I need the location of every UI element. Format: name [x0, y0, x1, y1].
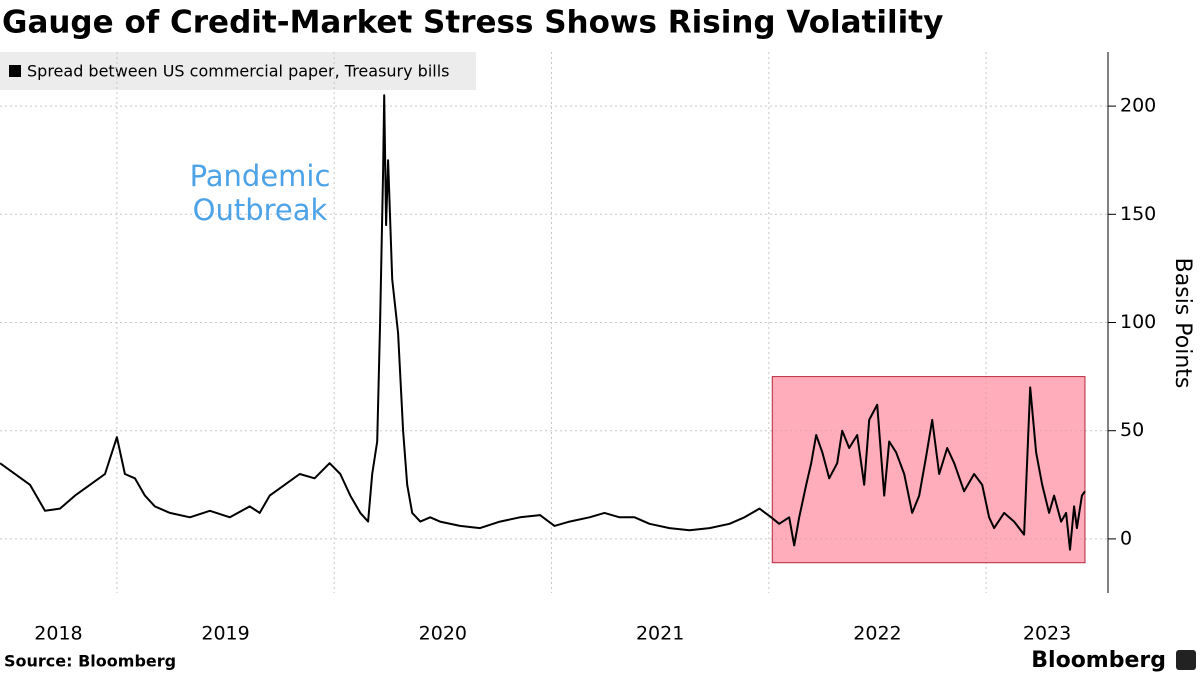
y-axis-label: Basis Points	[1170, 258, 1195, 389]
brand-icon	[1176, 650, 1196, 670]
legend-label: Spread between US commercial paper, Trea…	[27, 62, 450, 81]
y-tick-label: 50	[1120, 419, 1144, 441]
x-tick-label: 2022	[853, 623, 901, 645]
x-tick-label: 2019	[201, 623, 249, 645]
legend-swatch	[9, 65, 21, 77]
x-tick-label: 2020	[419, 623, 467, 645]
x-tick-label: 2023	[1023, 623, 1071, 645]
annotation: Outbreak	[193, 193, 328, 227]
source: Source: Bloomberg	[4, 652, 176, 671]
y-tick-label: 150	[1120, 203, 1156, 225]
x-tick-label: 2021	[636, 623, 684, 645]
annotation: Pandemic	[190, 159, 331, 193]
legend-box	[0, 52, 476, 90]
highlight-box	[771, 376, 1086, 564]
chart-title: Gauge of Credit-Market Stress Shows Risi…	[2, 5, 943, 41]
y-tick-label: 0	[1120, 527, 1132, 549]
x-tick-label: 2018	[34, 623, 82, 645]
y-tick-label: 200	[1120, 95, 1156, 117]
line	[0, 94, 1086, 551]
y-tick-label: 100	[1120, 311, 1156, 333]
brand: Bloomberg	[1031, 648, 1166, 673]
